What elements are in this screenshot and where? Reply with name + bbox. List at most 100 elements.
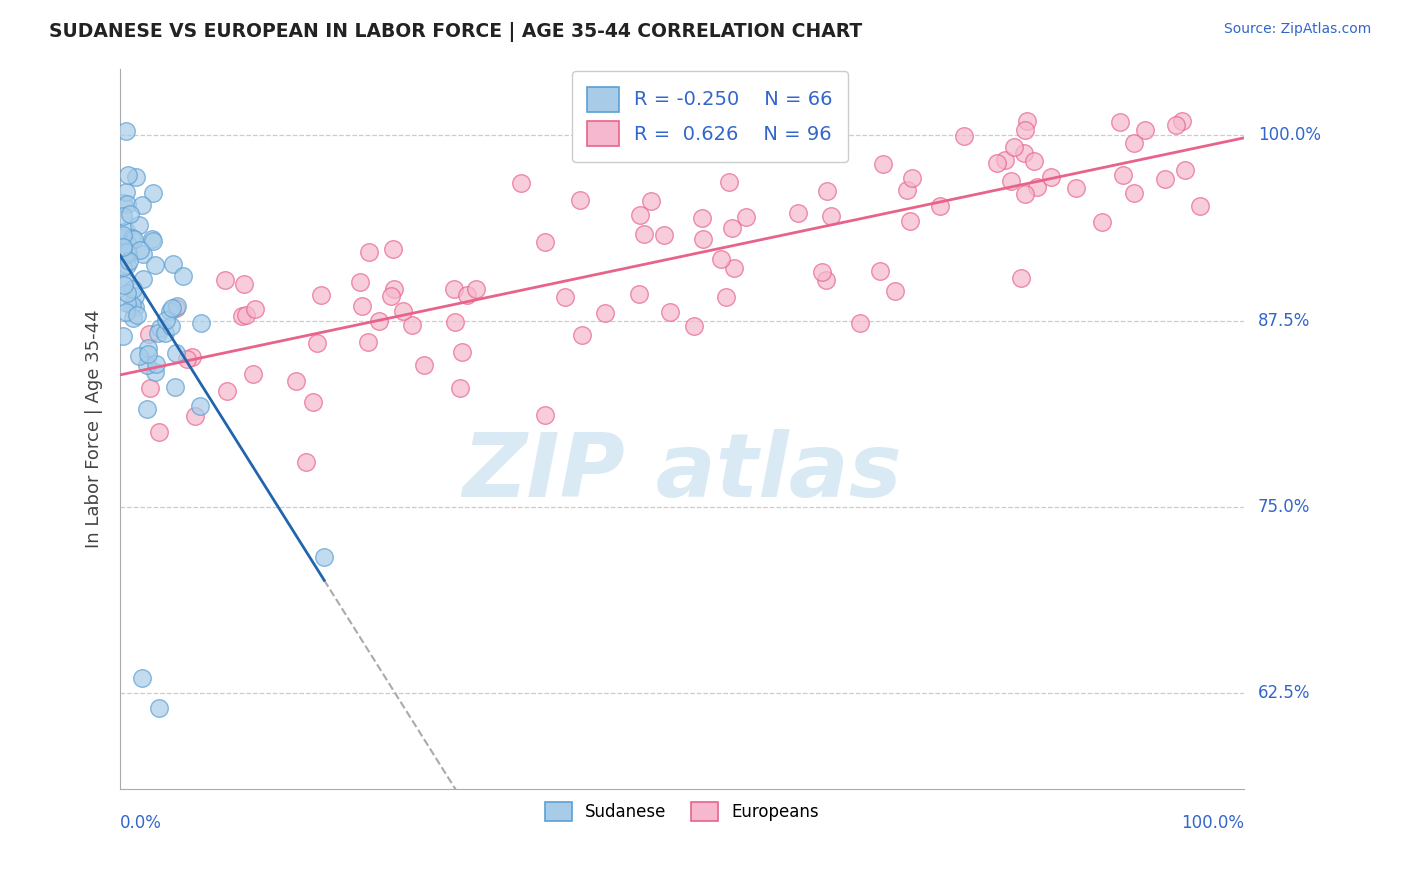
Point [311,288,333,302]
Point [295,455,318,469]
Point [165,380,187,394]
Point [120,207,142,221]
Point [148,700,170,714]
Point [112,240,135,254]
Point [165,345,187,359]
Point [1014,187,1036,202]
Point [1123,186,1146,200]
Point [1015,113,1038,128]
Legend: Sudanese, Europeans: Sudanese, Europeans [538,796,825,828]
Point [413,358,436,372]
Text: 0.0%: 0.0% [120,814,162,832]
Point [692,232,714,246]
Point [159,303,181,318]
Point [368,314,391,328]
Point [349,275,371,289]
Point [122,282,145,296]
Point [1154,171,1177,186]
Point [124,289,146,303]
Point [449,382,471,396]
Point [814,273,837,287]
Point [350,299,373,313]
Point [1174,163,1197,178]
Point [1025,179,1047,194]
Point [1189,199,1212,213]
Point [243,301,266,316]
Point [953,128,976,143]
Point [183,409,205,423]
Point [285,374,308,388]
Point [138,381,160,395]
Point [136,346,159,360]
Point [898,214,921,228]
Text: Source: ZipAtlas.com: Source: ZipAtlas.com [1223,22,1371,37]
Point [136,358,159,372]
Point [456,287,478,301]
Point [465,282,488,296]
Text: 87.5%: 87.5% [1258,312,1310,330]
Point [231,309,253,323]
Point [122,310,145,325]
Point [121,298,143,312]
Point [112,196,135,211]
Point [869,264,891,278]
Point [125,170,148,185]
Point [115,224,138,238]
Point [450,345,472,359]
Point [569,193,592,207]
Point [534,408,557,422]
Point [131,198,153,212]
Point [628,286,651,301]
Point [884,285,907,299]
Point [112,209,135,223]
Point [136,341,159,355]
Point [1002,140,1025,154]
Point [1108,114,1130,128]
Point [233,277,256,291]
Point [214,273,236,287]
Point [1000,174,1022,188]
Point [896,183,918,197]
Point [357,245,380,260]
Point [131,671,153,685]
Point [510,176,533,190]
Point [148,321,170,335]
Point [128,350,150,364]
Point [172,269,194,284]
Point [114,186,136,200]
Point [717,175,740,189]
Point [115,296,138,310]
Point [357,335,380,350]
Point [138,327,160,342]
Point [121,230,143,244]
Point [117,245,139,260]
Point [872,157,894,171]
Point [181,350,204,364]
Point [1166,119,1188,133]
Point [444,315,467,329]
Point [128,219,150,233]
Point [640,194,662,209]
Point [117,168,139,182]
Point [633,227,655,241]
Point [132,247,155,261]
Point [1171,113,1194,128]
Point [302,395,325,409]
Point [112,244,135,258]
Point [1010,271,1032,285]
Text: 75.0%: 75.0% [1258,498,1310,516]
Point [593,306,616,320]
Point [117,258,139,272]
Point [786,206,808,220]
Point [652,228,675,243]
Point [190,317,212,331]
Point [136,401,159,416]
Point [1040,170,1063,185]
Point [115,124,138,138]
Point [235,308,257,322]
Point [141,232,163,246]
Point [143,365,166,379]
Point [1112,168,1135,182]
Point [153,326,176,340]
Point [692,211,714,225]
